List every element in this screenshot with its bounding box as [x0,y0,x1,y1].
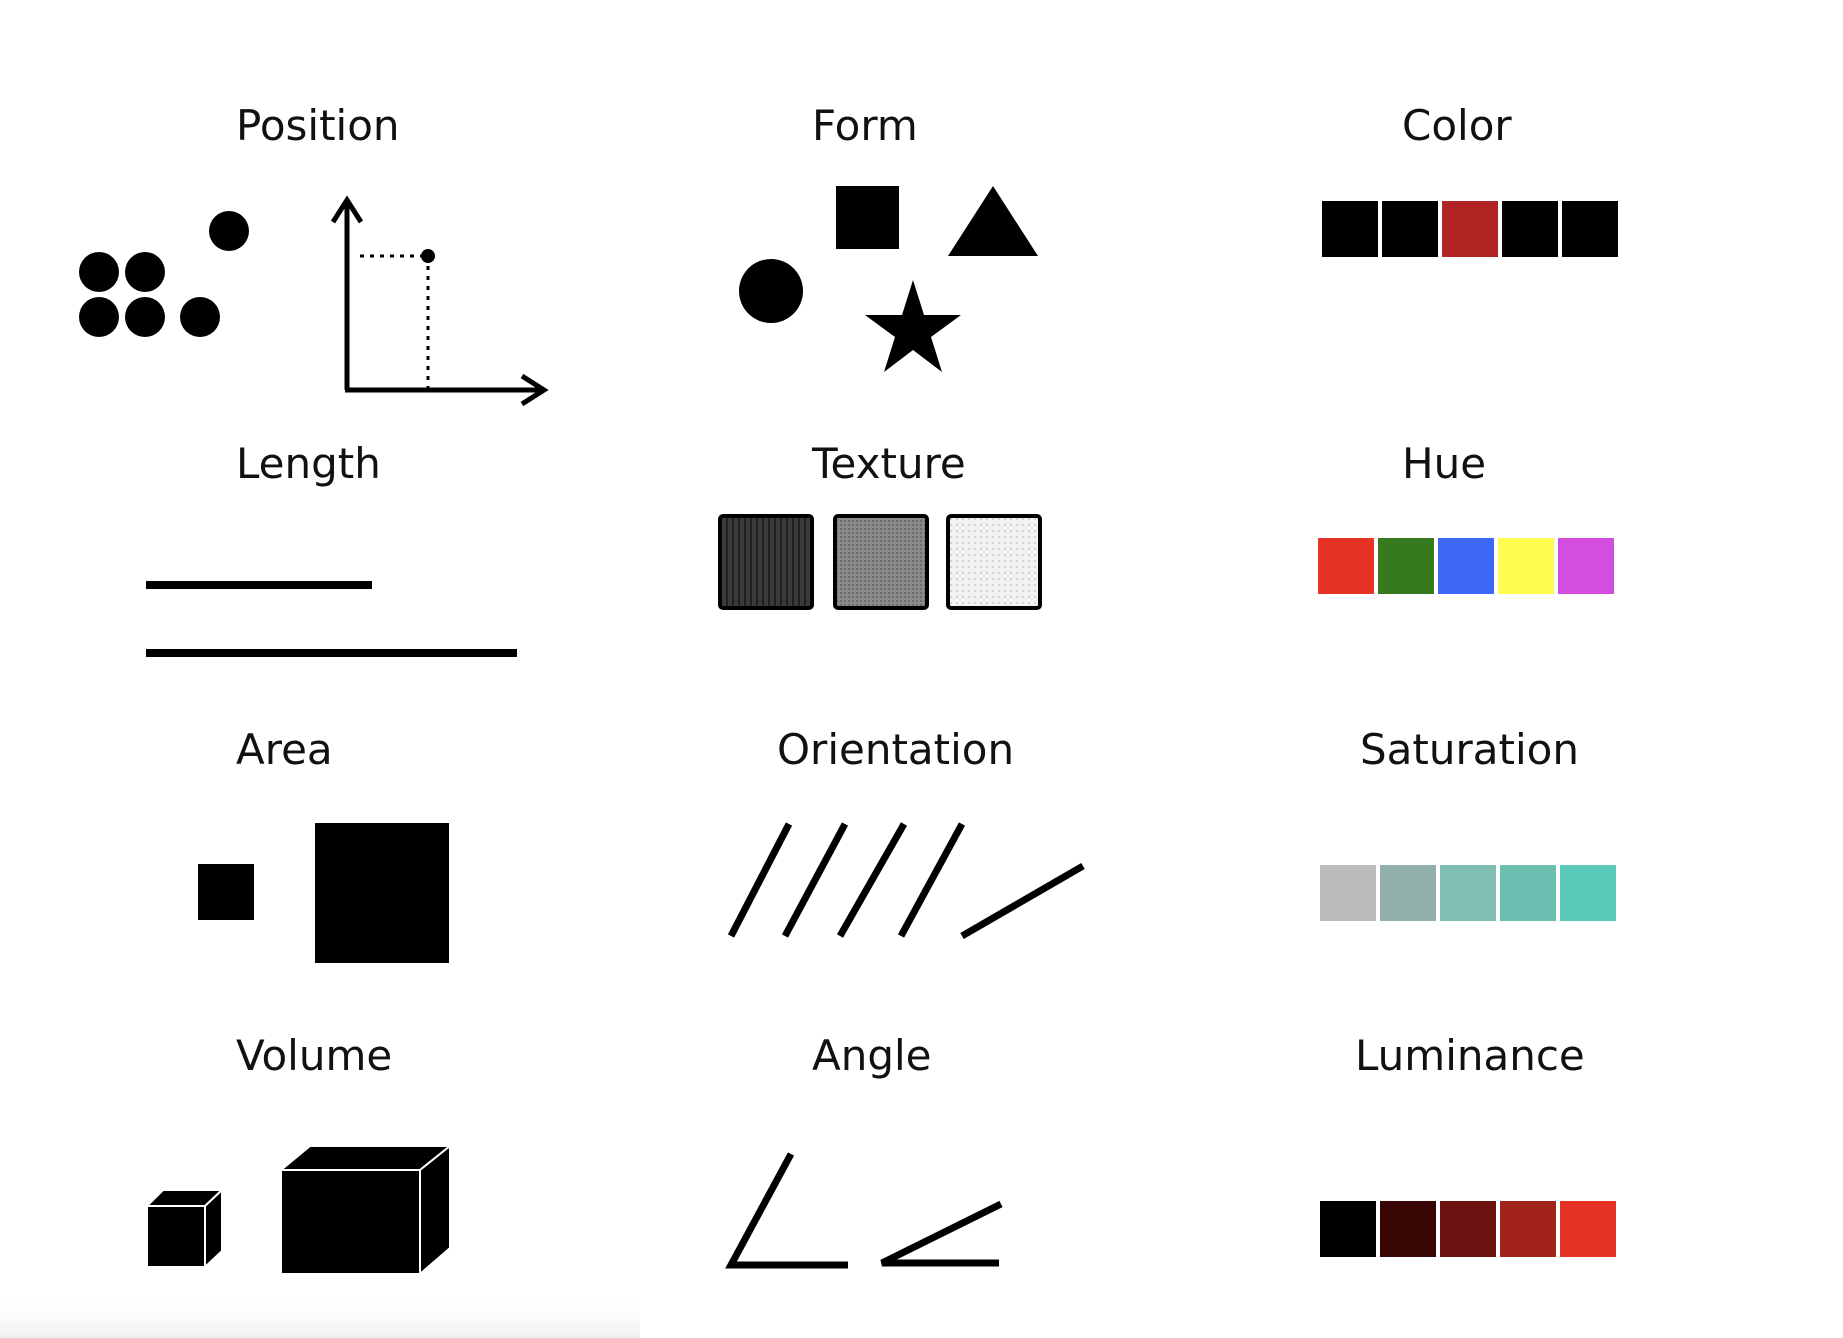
orientation-lines [727,822,1085,940]
small-square [198,864,254,920]
saturation-swatch-4 [1500,865,1556,921]
dots-cluster-icon [79,211,249,337]
length-bars [146,581,517,657]
small-cube-icon [144,1187,225,1270]
label-saturation: Saturation [1360,725,1579,774]
label-hue: Hue [1402,439,1486,488]
saturation-swatch-1 [1320,865,1376,921]
form-shapes [739,186,1038,372]
label-volume: Volume [236,1031,392,1080]
hue-swatch-3 [1438,538,1494,594]
luminance-swatch-5 [1560,1201,1616,1257]
texture-light [946,514,1042,610]
saturation-swatch-3 [1440,865,1496,921]
color-swatch-5 [1562,201,1618,257]
square-icon [836,186,899,249]
star-icon [865,280,961,372]
saturation-swatch-strip [1320,865,1616,921]
color-swatch-2 [1382,201,1438,257]
hue-swatch-1 [1318,538,1374,594]
large-box-icon [278,1143,453,1277]
luminance-swatch-4 [1500,1201,1556,1257]
triangle-icon [948,186,1038,256]
label-form: Form [812,101,918,150]
large-square [315,823,449,963]
hue-swatch-4 [1498,538,1554,594]
label-color: Color [1402,101,1512,150]
label-length: Length [236,439,381,488]
label-position: Position [236,101,400,150]
label-angle: Angle [812,1031,932,1080]
area-squares [198,823,449,963]
label-area: Area [236,725,333,774]
angle-icons [725,1152,1003,1269]
luminance-swatch-strip [1320,1201,1616,1257]
texture-dark [718,514,814,610]
hue-swatch-strip [1318,538,1614,594]
bottom-shadow [0,1290,640,1338]
circle-icon [739,259,803,323]
wide-angle [725,1152,848,1269]
label-texture: Texture [811,439,966,488]
luminance-swatch-2 [1380,1201,1436,1257]
color-swatch-3 [1442,201,1498,257]
color-swatch-4 [1502,201,1558,257]
color-swatch-strip [1322,201,1618,257]
luminance-swatch-3 [1440,1201,1496,1257]
saturation-swatch-5 [1560,865,1616,921]
narrow-angle [880,1200,1003,1267]
label-orientation: Orientation [777,725,1014,774]
luminance-swatch-1 [1320,1201,1376,1257]
saturation-swatch-2 [1380,865,1436,921]
coordinate-axes-icon [330,195,549,407]
label-luminance: Luminance [1355,1031,1585,1080]
texture-mid [833,514,929,610]
hue-swatch-2 [1378,538,1434,594]
texture-swatches [718,514,1042,610]
hue-swatch-5 [1558,538,1614,594]
color-swatch-1 [1322,201,1378,257]
